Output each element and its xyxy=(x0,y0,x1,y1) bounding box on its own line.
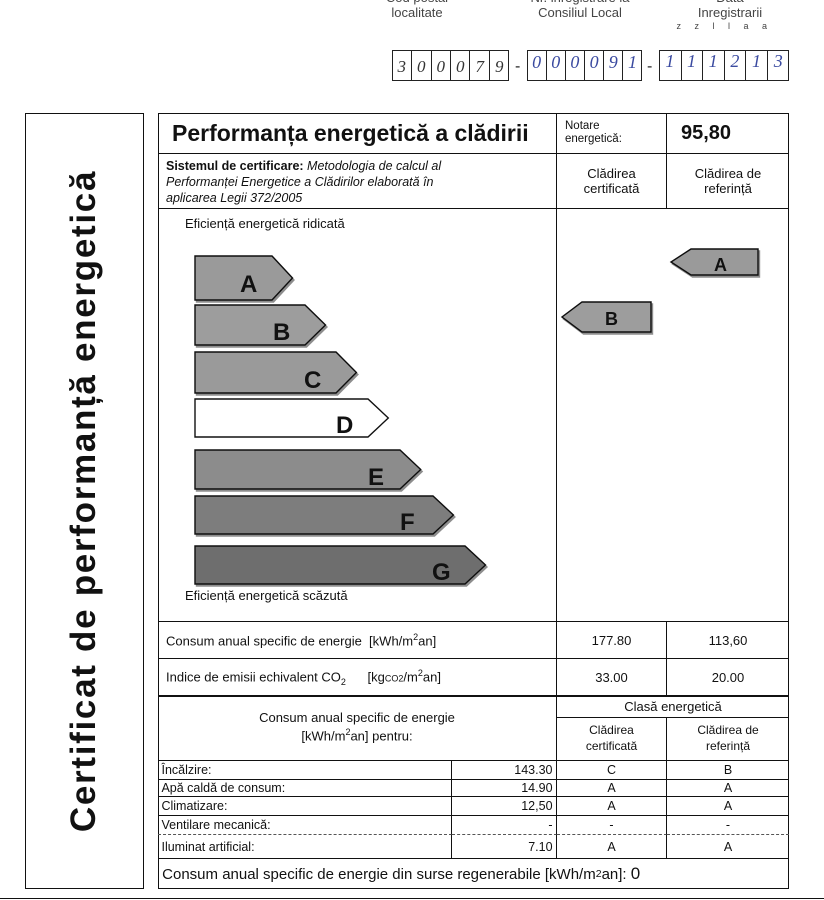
svg-text:A: A xyxy=(714,255,727,275)
svg-text:D: D xyxy=(336,412,353,439)
svg-text:B: B xyxy=(605,309,618,329)
svg-text:E: E xyxy=(368,464,384,491)
svg-text:B: B xyxy=(273,319,290,346)
svg-text:C: C xyxy=(304,367,321,394)
svg-text:G: G xyxy=(432,559,451,586)
svg-text:A: A xyxy=(240,271,257,298)
svg-text:F: F xyxy=(400,509,415,536)
